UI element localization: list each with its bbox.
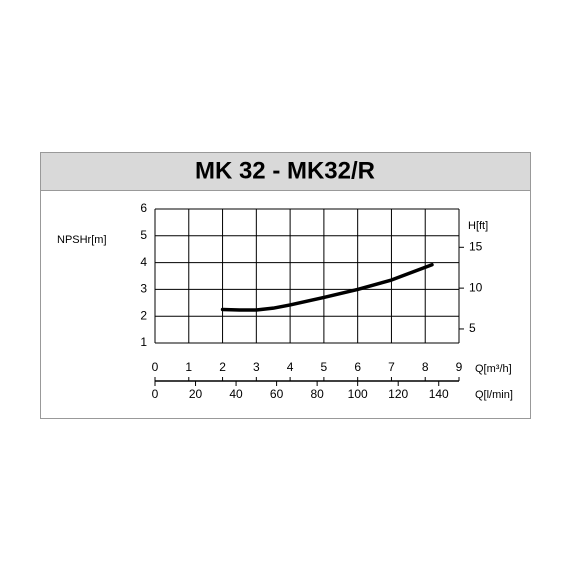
x-tick-label: 2	[219, 360, 226, 374]
x2-tick-label: 40	[229, 387, 243, 401]
frame	[40, 152, 531, 419]
x2-tick-label: 140	[429, 387, 449, 401]
y-tick-label: 4	[140, 255, 147, 269]
x2-tick-label: 80	[310, 387, 324, 401]
x-tick-label: 1	[185, 360, 192, 374]
y2-tick-label: 15	[469, 239, 483, 253]
y-axis-label: NPSHr[m]	[57, 234, 107, 246]
x-tick-label: 8	[422, 360, 429, 374]
x-tick-label: 4	[287, 360, 294, 374]
y-tick-label: 1	[140, 335, 147, 349]
y-tick-label: 2	[140, 308, 147, 322]
title-band	[41, 153, 530, 190]
y-tick-label: 6	[140, 201, 147, 215]
x2-tick-label: 20	[189, 387, 203, 401]
y2-tick-label: 10	[469, 280, 483, 294]
x-tick-label: 3	[253, 360, 260, 374]
x-axis-label: Q[m³/h]	[475, 363, 512, 375]
x-tick-label: 9	[456, 360, 463, 374]
x2-axis-label: Q[l/min]	[475, 389, 513, 401]
y2-tick-label: 5	[469, 321, 476, 335]
x-tick-label: 0	[152, 360, 159, 374]
y-tick-label: 3	[140, 282, 147, 296]
x-tick-label: 7	[388, 360, 395, 374]
x2-tick-label: 60	[270, 387, 284, 401]
y2-axis-label: H[ft]	[468, 220, 488, 232]
x2-tick-label: 120	[388, 387, 408, 401]
y-tick-label: 5	[140, 228, 147, 242]
x2-tick-label: 100	[348, 387, 368, 401]
chart-title: MK 32 - MK32/R	[195, 157, 375, 184]
x-tick-label: 6	[354, 360, 361, 374]
x-tick-label: 5	[321, 360, 328, 374]
curve	[220, 262, 434, 312]
x2-tick-label: 0	[152, 387, 159, 401]
